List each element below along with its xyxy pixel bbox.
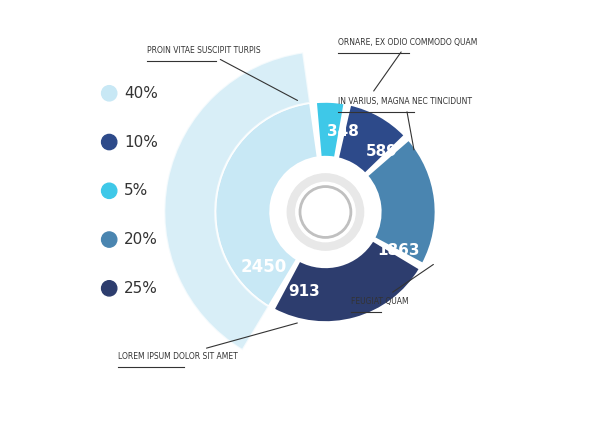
Text: ORNARE, EX ODIO COMMODO QUAM: ORNARE, EX ODIO COMMODO QUAM [338,38,478,91]
Text: IN VARIUS, MAGNA NEC TINCIDUNT: IN VARIUS, MAGNA NEC TINCIDUNT [338,97,472,150]
Wedge shape [316,102,344,158]
Circle shape [101,232,117,247]
Text: 2450: 2450 [241,258,287,276]
Text: LOREM IPSUM DOLOR SIT AMET: LOREM IPSUM DOLOR SIT AMET [118,323,298,361]
Text: 20%: 20% [124,232,158,247]
Text: 5%: 5% [124,183,148,198]
Circle shape [101,183,117,198]
Wedge shape [338,105,405,174]
Text: 1863: 1863 [377,243,419,258]
Circle shape [296,182,355,242]
Text: 348: 348 [326,124,359,139]
Text: 10%: 10% [124,134,158,150]
Wedge shape [274,240,420,322]
Wedge shape [215,103,318,307]
Wedge shape [367,139,436,264]
Wedge shape [164,53,310,350]
Text: PROIN VITAE SUSCIPIT TURPIS: PROIN VITAE SUSCIPIT TURPIS [148,46,298,100]
Circle shape [101,281,117,296]
Text: FEUGIAT QUAM: FEUGIAT QUAM [351,265,433,306]
Text: 40%: 40% [124,86,158,101]
Text: 25%: 25% [124,281,158,296]
Circle shape [101,134,117,150]
Circle shape [287,174,364,250]
Text: 589: 589 [366,144,398,159]
Text: 913: 913 [288,285,320,299]
Circle shape [101,86,117,101]
